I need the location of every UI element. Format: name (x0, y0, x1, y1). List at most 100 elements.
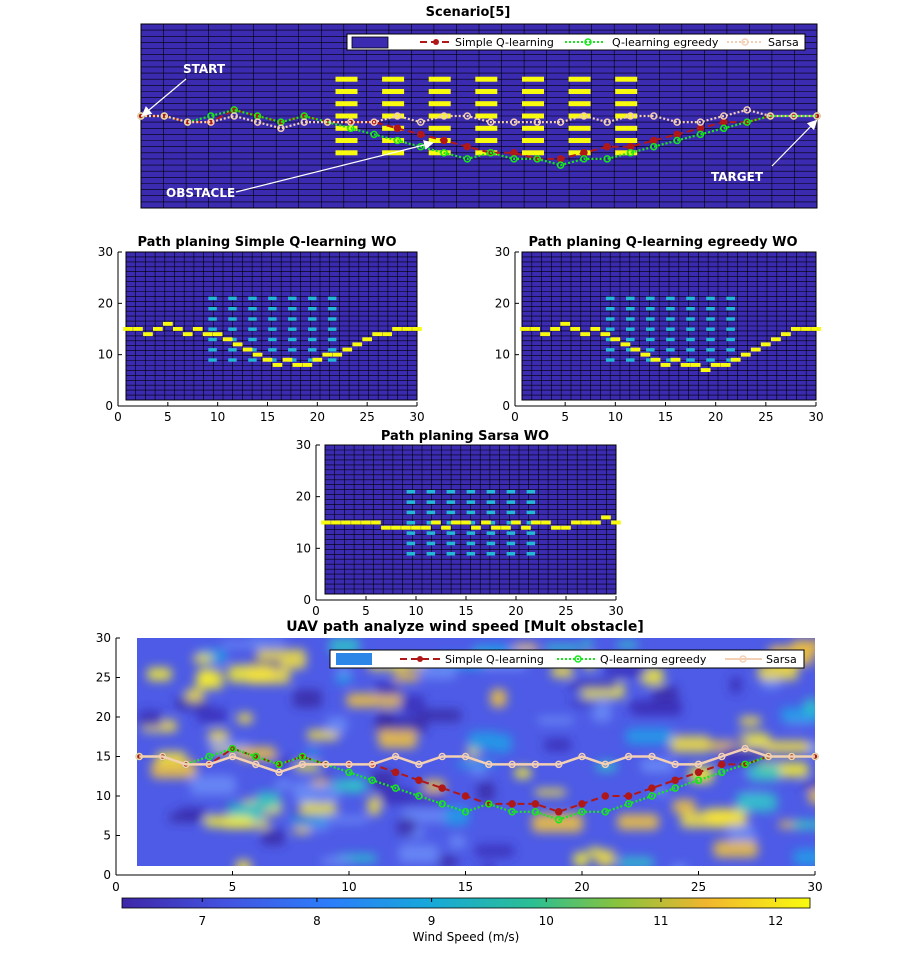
series-line (139, 747, 815, 821)
series-point (416, 130, 425, 139)
x-tick-label: 30 (808, 410, 823, 424)
x-tick-label: 5 (561, 410, 569, 424)
obstacle-cell (268, 327, 277, 331)
obstacle-cell (426, 521, 436, 525)
series-point (696, 130, 705, 139)
obstacle-cell (308, 348, 317, 352)
wind-patch (495, 734, 512, 753)
y-tick-label: 30 (495, 245, 510, 259)
wind-patch (374, 682, 400, 696)
series-point (743, 106, 751, 114)
y-tick-label: 20 (96, 710, 111, 724)
obstacle-cell (466, 500, 476, 504)
path-cell (182, 332, 193, 337)
obstacle-cell (288, 296, 297, 301)
wind-patch (275, 779, 292, 790)
path-cell (381, 525, 391, 530)
obstacle-cell (706, 317, 715, 321)
series-point (554, 808, 563, 816)
series-point (787, 752, 796, 761)
series-point (135, 752, 144, 761)
path-cell (520, 327, 530, 331)
wind-patch (400, 694, 425, 714)
path-cell (202, 332, 213, 337)
obstacle-cell (446, 552, 456, 556)
series-point (300, 118, 308, 126)
path-cell (262, 357, 273, 362)
path-cell (491, 525, 501, 530)
obstacle-cell (646, 317, 655, 321)
x-tick-label: 15 (458, 604, 473, 618)
x-tick-label: 0 (114, 410, 122, 424)
series-point (556, 118, 565, 126)
series-point (415, 776, 423, 784)
path-cell (372, 332, 382, 337)
wind-patch (221, 641, 265, 648)
series-point (720, 124, 728, 133)
obstacle-cell (506, 490, 516, 494)
wind-patch (393, 671, 420, 682)
y-tick-label: 20 (296, 490, 311, 504)
wind-patch (791, 820, 815, 830)
path-cell (272, 363, 283, 367)
obstacle-cell (327, 317, 337, 321)
obstacle-bar (522, 101, 544, 107)
wind-patch (292, 827, 312, 834)
series-point (323, 118, 332, 126)
wind-patch (402, 809, 446, 823)
obstacle-cell (208, 307, 217, 311)
series-point (603, 155, 611, 163)
obstacle-cell (686, 296, 695, 301)
obstacle-cell (248, 337, 257, 342)
series-point (321, 760, 330, 769)
obstacle-cell (486, 552, 496, 556)
y-tick-label: 0 (502, 399, 510, 413)
obstacle-cell (626, 358, 635, 362)
series-point (720, 112, 728, 120)
wind-patch (370, 770, 396, 789)
panel-simple-plot: 0 5 10 15 20 25 30 0 10 20 30 (98, 245, 425, 424)
series-point (741, 760, 749, 769)
path-cell (351, 520, 361, 525)
x-tick-label: 10 (341, 880, 356, 894)
wind-patch (652, 685, 679, 702)
obstacle-cell (605, 348, 615, 352)
obstacle-cell (406, 552, 416, 556)
path-cell (640, 352, 651, 357)
obstacle-cell (208, 337, 217, 342)
obstacle-bar (428, 76, 451, 82)
obstacle-bar (615, 76, 638, 82)
path-cell (560, 321, 571, 326)
annotation-start: START (183, 62, 226, 76)
path-cell (710, 363, 721, 367)
path-cell (700, 368, 711, 372)
obstacle-bar (382, 125, 405, 131)
scenario-title: Scenario[5] (426, 5, 511, 20)
wind-legend-egreedy: Q-learning egreedy (600, 653, 707, 666)
series-point (463, 155, 472, 163)
path-cell (321, 520, 331, 525)
wind-patch (208, 730, 229, 742)
wind-patch (514, 767, 532, 779)
obstacle-bar (475, 125, 498, 131)
wind-patch (168, 812, 201, 823)
series-point (370, 118, 378, 126)
obstacle-cell (406, 521, 416, 525)
obstacle-cell (248, 307, 257, 311)
path-cell (570, 327, 581, 331)
obstacle-cell (626, 307, 635, 311)
wind-patch (193, 653, 213, 664)
series-point (720, 118, 728, 126)
colorbar-label: Wind Speed (m/s) (413, 930, 520, 944)
wind-patch (544, 738, 572, 752)
obstacle-cell (327, 327, 337, 331)
path-cell (601, 515, 611, 520)
obstacle-cell (308, 358, 317, 362)
colorbar-tick-label: 9 (428, 914, 436, 928)
series-line (139, 747, 815, 813)
series-point (228, 752, 237, 761)
path-cell (730, 357, 741, 362)
wind-patch (299, 802, 337, 815)
y-tick-label: 10 (296, 541, 311, 555)
obstacle-cell (626, 317, 635, 321)
